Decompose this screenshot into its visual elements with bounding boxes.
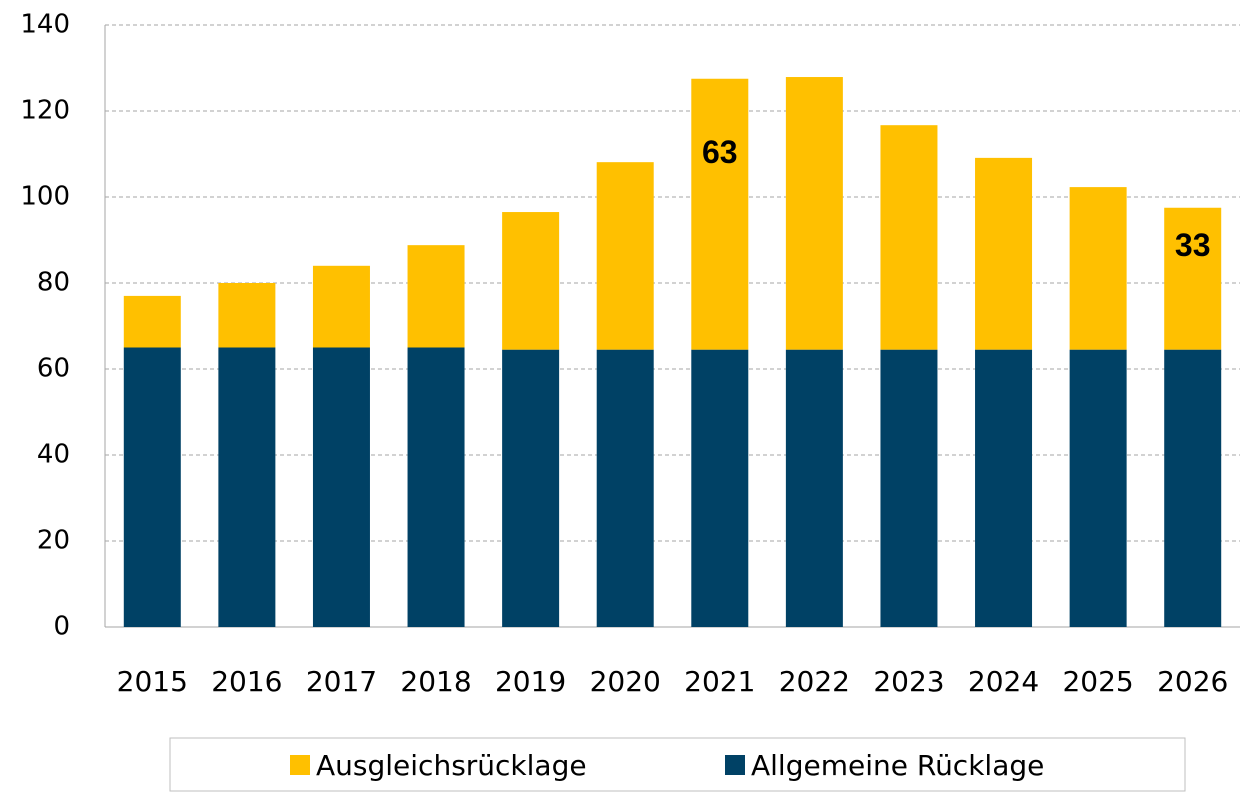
x-tick-label: 2023 [873, 665, 944, 698]
y-tick-label: 40 [37, 440, 70, 470]
x-tick-label: 2020 [590, 665, 661, 698]
x-tick-label: 2017 [306, 665, 377, 698]
y-tick-label: 120 [20, 96, 70, 126]
legend-swatch [290, 755, 310, 775]
x-tick-label: 2025 [1062, 665, 1133, 698]
bar-segment [1069, 187, 1127, 350]
data-label: 33 [1175, 227, 1211, 263]
bar-segment [123, 295, 181, 348]
bar-segment [218, 283, 276, 348]
bar-segment [123, 347, 181, 627]
x-tick-label: 2026 [1157, 665, 1228, 698]
y-tick-label: 140 [20, 10, 70, 40]
data-label: 63 [702, 134, 738, 170]
bar-segment [407, 347, 465, 627]
bar-segment [218, 347, 276, 627]
legend-label: Ausgleichsrücklage [316, 749, 587, 782]
x-tick-label: 2022 [779, 665, 850, 698]
bar-segment [312, 347, 370, 627]
legend-label: Allgemeine Rücklage [751, 749, 1044, 782]
x-tick-label: 2015 [117, 665, 188, 698]
bar-segment [975, 157, 1033, 350]
x-tick-label: 2024 [968, 665, 1039, 698]
y-tick-label: 0 [53, 612, 70, 642]
x-tick-label: 2021 [684, 665, 755, 698]
bar-segment [691, 78, 749, 350]
bar-segment [1164, 207, 1222, 350]
bar-segment [785, 77, 843, 350]
y-tick-label: 60 [37, 354, 70, 384]
bar-segment [596, 162, 654, 350]
bar-segment [502, 349, 560, 627]
legend-swatch [725, 755, 745, 775]
bar-segment [596, 349, 654, 627]
bar-segment [880, 125, 938, 350]
y-tick-label: 100 [20, 182, 70, 212]
legend-box [169, 737, 1186, 792]
bar-segment [691, 349, 749, 627]
bar-segment [1164, 349, 1222, 627]
bar-segment [785, 349, 843, 627]
bar-segment [975, 349, 1033, 627]
x-tick-label: 2018 [400, 665, 471, 698]
x-tick-label: 2016 [211, 665, 282, 698]
bar-segment [880, 349, 938, 627]
y-tick-label: 80 [37, 268, 70, 298]
bar-segment [1069, 349, 1127, 627]
bar-segment [312, 265, 370, 348]
bar-segment [407, 245, 465, 348]
x-tick-label: 2019 [495, 665, 566, 698]
bar-segment [502, 212, 560, 350]
y-tick-label: 20 [37, 526, 70, 556]
